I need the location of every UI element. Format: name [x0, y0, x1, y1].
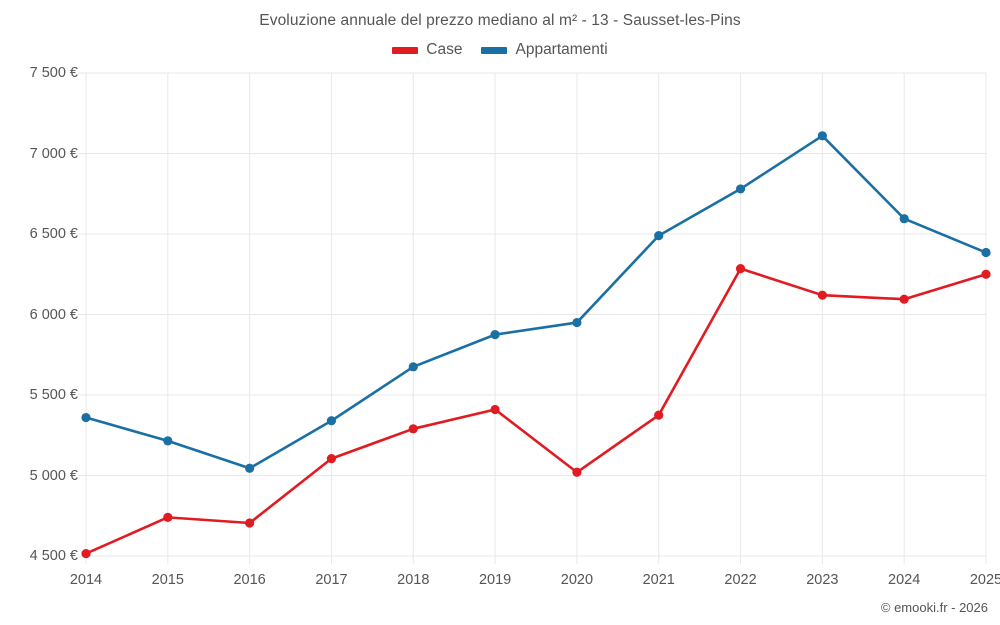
y-tick-label: 7 500 € — [29, 65, 78, 81]
x-tick-label: 2024 — [888, 572, 921, 588]
data-point-marker[interactable] — [899, 214, 909, 224]
data-point-marker[interactable] — [326, 454, 337, 464]
data-point-marker[interactable] — [572, 467, 582, 477]
data-point-marker[interactable] — [408, 424, 418, 434]
y-tick-label: 6 000 € — [29, 306, 78, 323]
x-tick-label: 2023 — [806, 572, 839, 588]
data-point-marker[interactable] — [654, 231, 664, 241]
x-tick-label: 2018 — [397, 572, 430, 588]
x-tick-label: 2017 — [315, 572, 348, 588]
data-point-marker[interactable] — [817, 290, 827, 300]
data-point-marker[interactable] — [81, 412, 91, 423]
data-point-marker[interactable] — [326, 416, 337, 426]
data-point-marker[interactable] — [81, 548, 91, 559]
y-tick-label: 4 500 € — [29, 548, 78, 564]
gridlines — [78, 72, 987, 564]
data-point-marker[interactable] — [245, 518, 255, 528]
series-line-case — [84, 267, 988, 555]
data-point-marker[interactable] — [163, 512, 173, 522]
data-point-markers — [81, 131, 991, 559]
x-tick-label: 2014 — [69, 572, 103, 588]
legend-label-appartamenti: Appartamenti — [515, 41, 608, 58]
data-point-marker[interactable] — [408, 362, 418, 372]
x-tick-label: 2021 — [642, 572, 675, 588]
data-point-marker[interactable] — [981, 247, 991, 258]
data-point-marker[interactable] — [163, 436, 173, 446]
data-point-marker[interactable] — [654, 410, 664, 420]
x-tick-label: 2022 — [724, 572, 757, 588]
data-point-marker[interactable] — [245, 463, 255, 473]
legend-item-appartamenti[interactable]: Appartamenti — [481, 41, 608, 59]
legend-label-case: Case — [426, 41, 463, 58]
chart-title: Evoluzione annuale del prezzo mediano al… — [259, 12, 741, 29]
data-point-marker[interactable] — [490, 404, 500, 415]
y-tick-label: 6 500 € — [29, 226, 78, 242]
series-lines — [84, 134, 988, 555]
data-point-marker[interactable] — [735, 184, 746, 194]
footer-credit: © emooki.fr - 2026 — [880, 600, 988, 615]
data-point-marker[interactable] — [817, 131, 827, 141]
y-tick-label: 7 000 € — [29, 145, 78, 162]
x-tick-label: 2025 — [969, 572, 1000, 588]
x-tick-label: 2020 — [560, 572, 594, 588]
data-point-marker[interactable] — [899, 294, 909, 304]
line-swatch-icon — [481, 46, 508, 54]
data-point-marker[interactable] — [735, 264, 746, 274]
legend-item-case[interactable]: Case — [392, 41, 462, 59]
x-tick-label: 2015 — [151, 572, 184, 588]
data-point-marker[interactable] — [490, 330, 500, 340]
x-tick-label: 2019 — [478, 572, 512, 588]
data-point-marker[interactable] — [981, 269, 991, 279]
x-tick-label: 2016 — [233, 572, 266, 588]
line-swatch-icon — [392, 46, 419, 54]
chart-legend: Case Appartamenti — [0, 41, 1000, 59]
y-tick-label: 5 000 € — [29, 467, 78, 484]
data-point-marker[interactable] — [572, 317, 582, 328]
series-line-appartamenti — [84, 134, 988, 470]
y-tick-label: 5 500 € — [29, 387, 78, 403]
y-axis-tick-labels: 4 500 € 5 000 € 5 500 € 6 000 € 6 500 € 7 000… — [0, 0, 78, 625]
